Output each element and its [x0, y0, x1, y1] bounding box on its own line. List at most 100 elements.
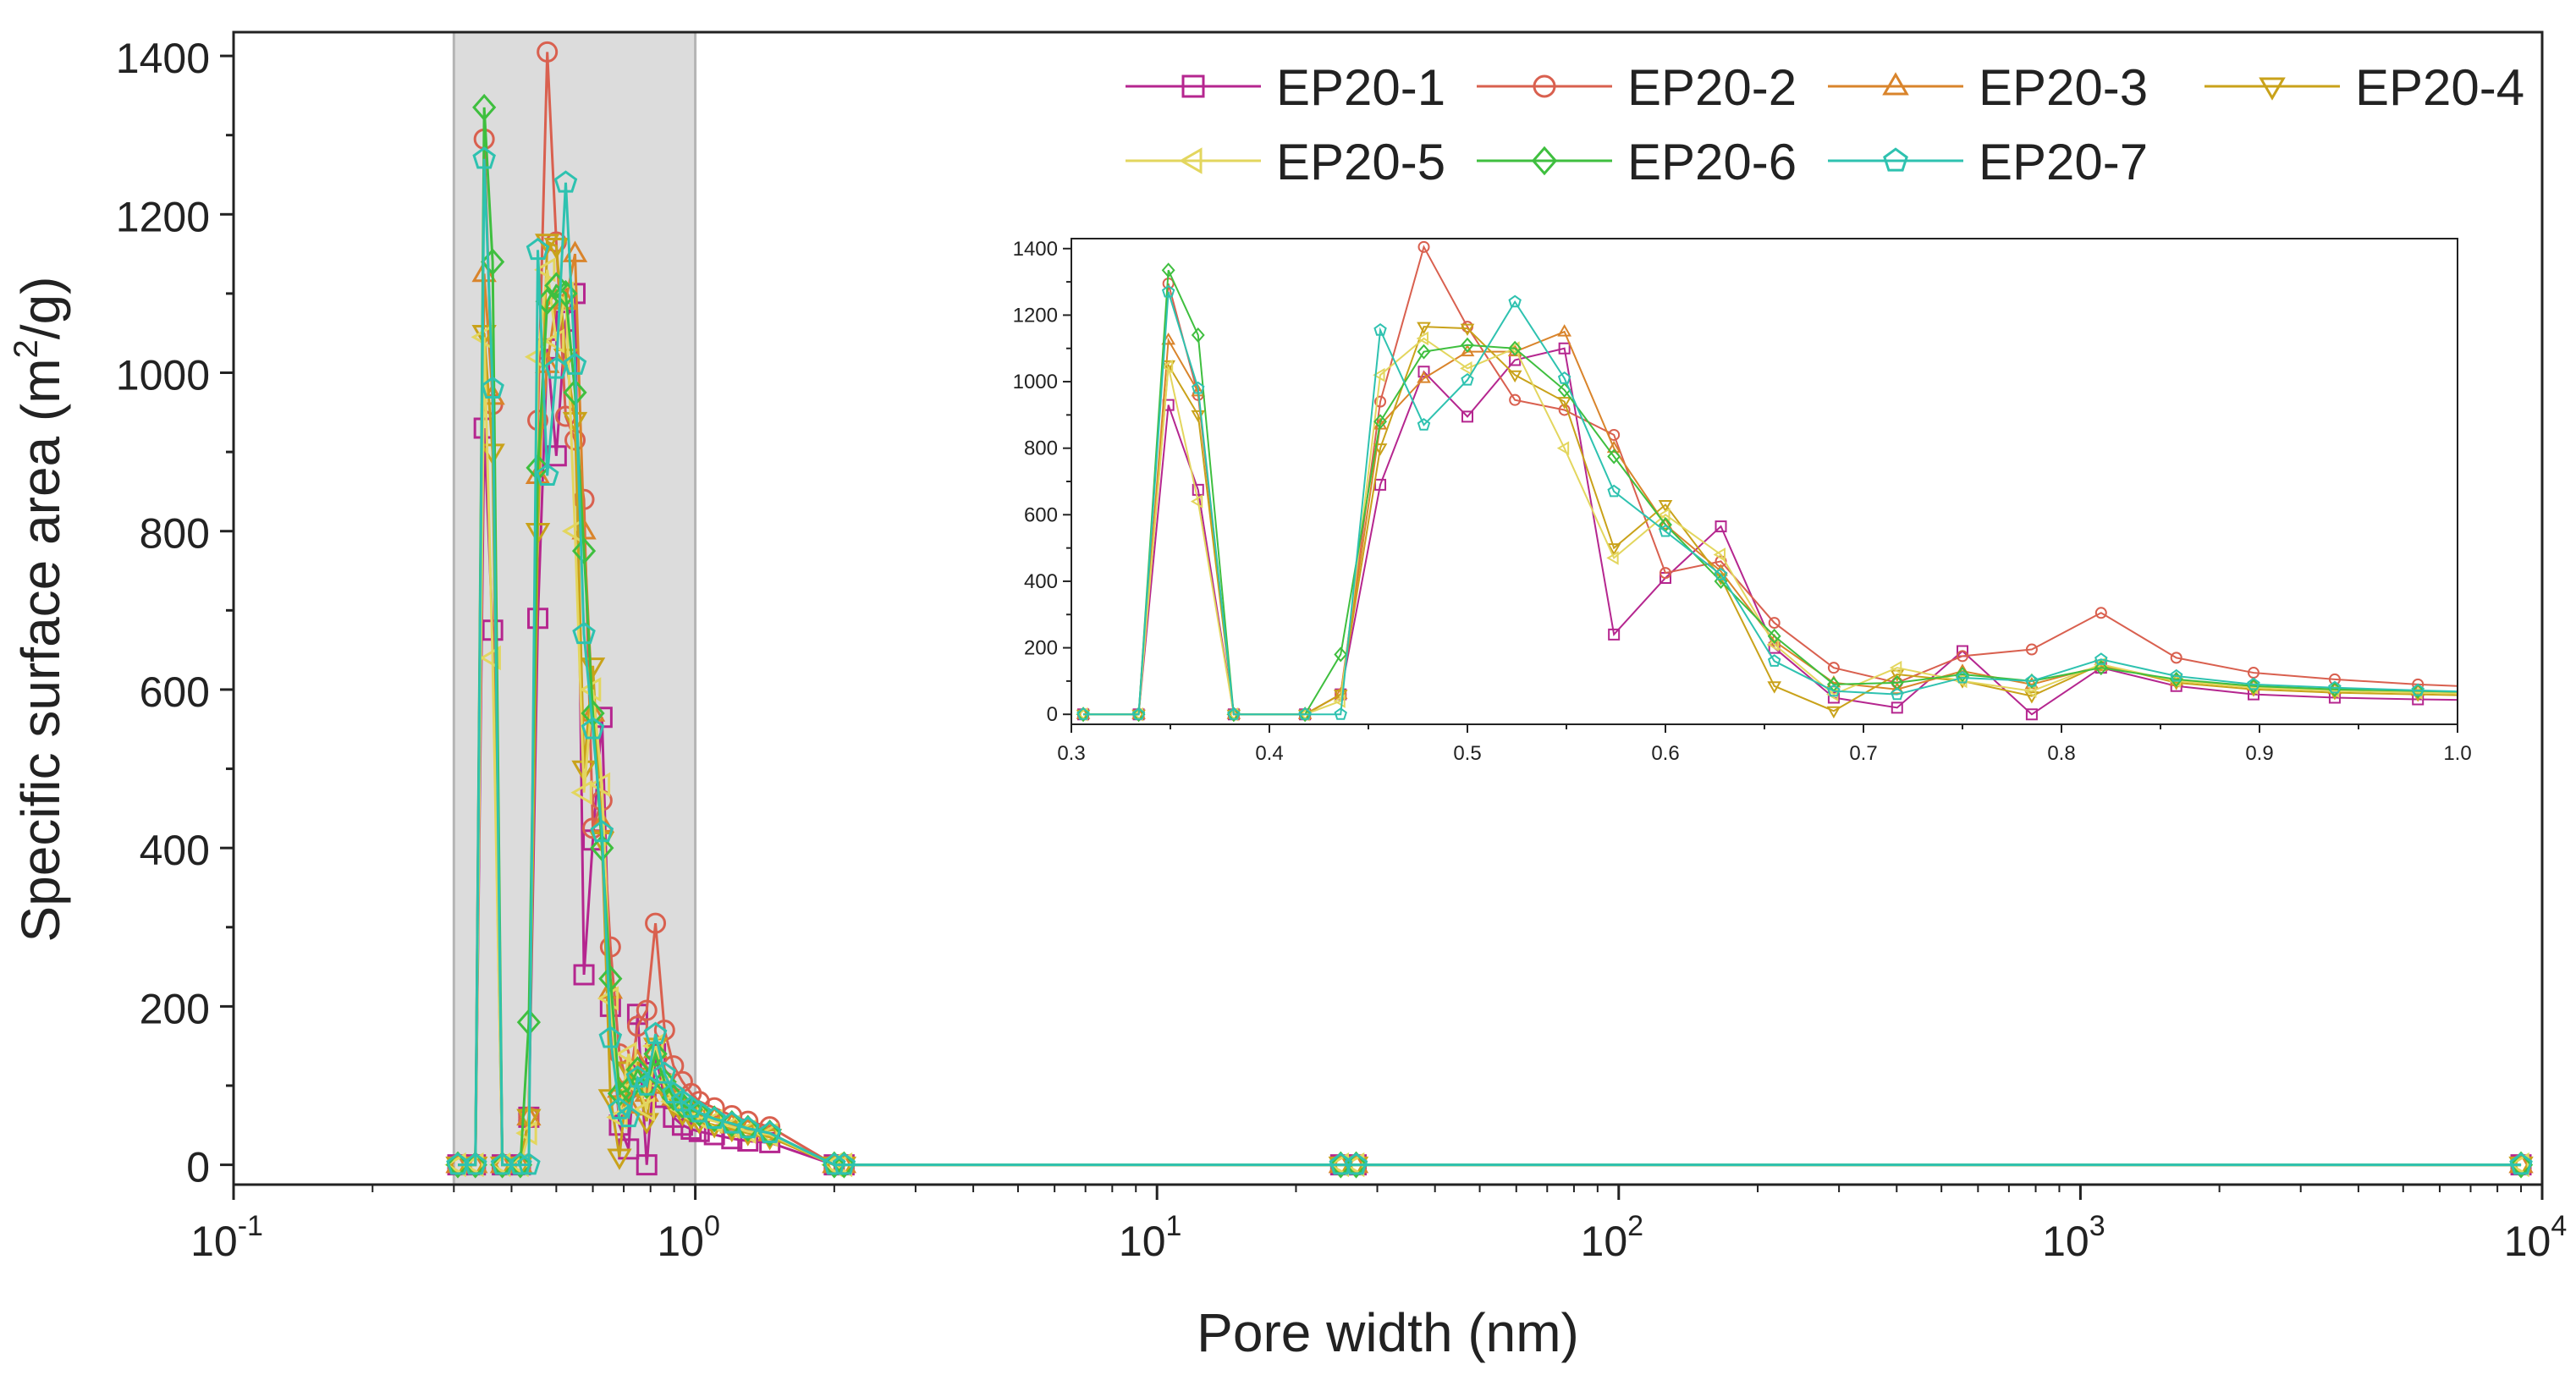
- inset-data-point: [1714, 567, 1728, 580]
- legend-marker: [1181, 74, 1205, 98]
- data-point: [598, 1026, 623, 1048]
- inset-data-point: [1890, 681, 1905, 695]
- data-point: [571, 537, 597, 565]
- inset-data-point: [1826, 706, 1841, 719]
- inset-data-point: [2411, 683, 2425, 699]
- inset-data-point: [2025, 643, 2038, 656]
- inset-data-point: [1417, 371, 1431, 383]
- inset-axis-ticks: 0 200 400 600 800 1000 1200 1400 0.3 0.4 0.5 0.6 0.7…: [1013, 238, 2472, 765]
- data-point: [823, 1152, 846, 1175]
- data-point: [534, 257, 556, 283]
- inset-data-point: [1416, 331, 1429, 346]
- legend-label: EP20-5: [1276, 134, 1445, 190]
- inset-data-point: [1374, 478, 1387, 491]
- inset-data-point: [1508, 294, 1522, 308]
- inset-data-point: [1373, 414, 1387, 430]
- inset-x-tick-label: 0.3: [1057, 742, 1085, 765]
- inset-data-point: [1131, 707, 1146, 720]
- data-point: [636, 999, 658, 1021]
- y-tick-label: 600: [140, 668, 210, 716]
- inset-data-point: [2094, 652, 2108, 665]
- inset-data-point: [1827, 691, 1840, 704]
- inset-data-point: [1557, 371, 1571, 384]
- x-tick-base: 10: [657, 1218, 704, 1265]
- x-tick-exponent: 4: [2551, 1210, 2567, 1242]
- inset-data-point: [1373, 443, 1388, 456]
- x-tick-exponent: -1: [238, 1210, 263, 1242]
- inset-data-point: [1767, 681, 1782, 694]
- inset-data-point: [1333, 694, 1346, 708]
- data-point: [527, 608, 549, 630]
- inset-data-point: [1715, 520, 1727, 533]
- inset-data-point: [1659, 524, 1672, 537]
- inset-data-point: [2094, 660, 2108, 676]
- inset-data-point: [2247, 677, 2260, 690]
- data-point: [526, 237, 550, 261]
- legend-label: EP20-1: [1276, 59, 1445, 116]
- data-point: [515, 1120, 537, 1146]
- legend-marker: [1882, 72, 1909, 96]
- data-point: [757, 1119, 782, 1147]
- data-point: [832, 1151, 856, 1179]
- inset-x-tick-label: 0.6: [1651, 742, 1679, 765]
- data-point: [517, 1152, 541, 1175]
- inset-data-point: [1607, 448, 1621, 465]
- inset-data-point: [1508, 340, 1522, 356]
- data-point: [2509, 1152, 2533, 1175]
- data-point: [573, 964, 595, 986]
- inset-data-point: [1131, 707, 1144, 722]
- data-point: [756, 1122, 779, 1147]
- inset-y-tick-label: 0: [1047, 703, 1058, 726]
- inset-data-point: [1509, 393, 1522, 406]
- inset-y-tick-label: 200: [1024, 637, 1058, 660]
- legend-marker: [1179, 147, 1203, 174]
- data-point: [581, 717, 605, 740]
- data-point: [553, 279, 578, 307]
- data-point: [553, 170, 578, 193]
- data-point: [473, 128, 495, 150]
- inset-data-point: [2411, 683, 2425, 696]
- data-point: [635, 1073, 659, 1096]
- inset-data-point: [1767, 654, 1781, 667]
- data-point: [702, 1106, 726, 1130]
- data-point: [535, 463, 559, 486]
- data-point: [719, 1109, 744, 1137]
- data-point: [564, 429, 586, 451]
- x-tick-label: 100: [657, 1210, 720, 1265]
- legend-label: EP20-2: [1627, 59, 1797, 116]
- inset-data-point: [1373, 367, 1385, 382]
- data-point: [720, 1111, 744, 1134]
- inset-series-line-EP20-7: [1083, 291, 2458, 716]
- legend-label: EP20-3: [1979, 59, 2148, 116]
- y-axis-title-sup: 2: [8, 339, 45, 358]
- y-tick-label: 1400: [116, 35, 210, 82]
- data-point: [479, 645, 501, 671]
- inset-data-point: [1076, 707, 1090, 720]
- legend-item-EP20-1: EP20-1: [1126, 59, 1445, 116]
- data-point: [735, 1116, 760, 1139]
- legend-item-EP20-6: EP20-6: [1477, 134, 1797, 190]
- inset-data-point: [1768, 617, 1781, 630]
- inset-x-tick-label: 0.5: [1453, 742, 1481, 765]
- inset-x-tick-label: 1.0: [2443, 742, 2471, 765]
- inset-data-point: [1658, 517, 1673, 530]
- data-point: [590, 819, 614, 843]
- inset-data-point: [1891, 701, 1903, 714]
- inset-x-tick-label: 0.9: [2245, 742, 2273, 765]
- inset-data-point: [1161, 262, 1175, 278]
- inset-data-point: [1461, 410, 1473, 423]
- data-point: [570, 779, 592, 806]
- inset-data-point: [1827, 662, 1840, 674]
- legend-marker: [1883, 147, 1908, 172]
- inset-data-point: [1956, 650, 1969, 663]
- x-tick-exponent: 2: [1627, 1210, 1643, 1242]
- legend-item-EP20-4: EP20-4: [2204, 59, 2524, 116]
- x-tick-base: 10: [2504, 1218, 2551, 1265]
- y-tick-label: 400: [140, 827, 210, 874]
- inset-data-point: [1557, 324, 1571, 337]
- x-tick-label: 10-1: [190, 1210, 263, 1265]
- series-EP20-7: [446, 146, 2533, 1175]
- y-tick-label: 1200: [116, 193, 210, 240]
- data-point: [463, 1152, 487, 1175]
- inset-data-point: [1190, 494, 1203, 509]
